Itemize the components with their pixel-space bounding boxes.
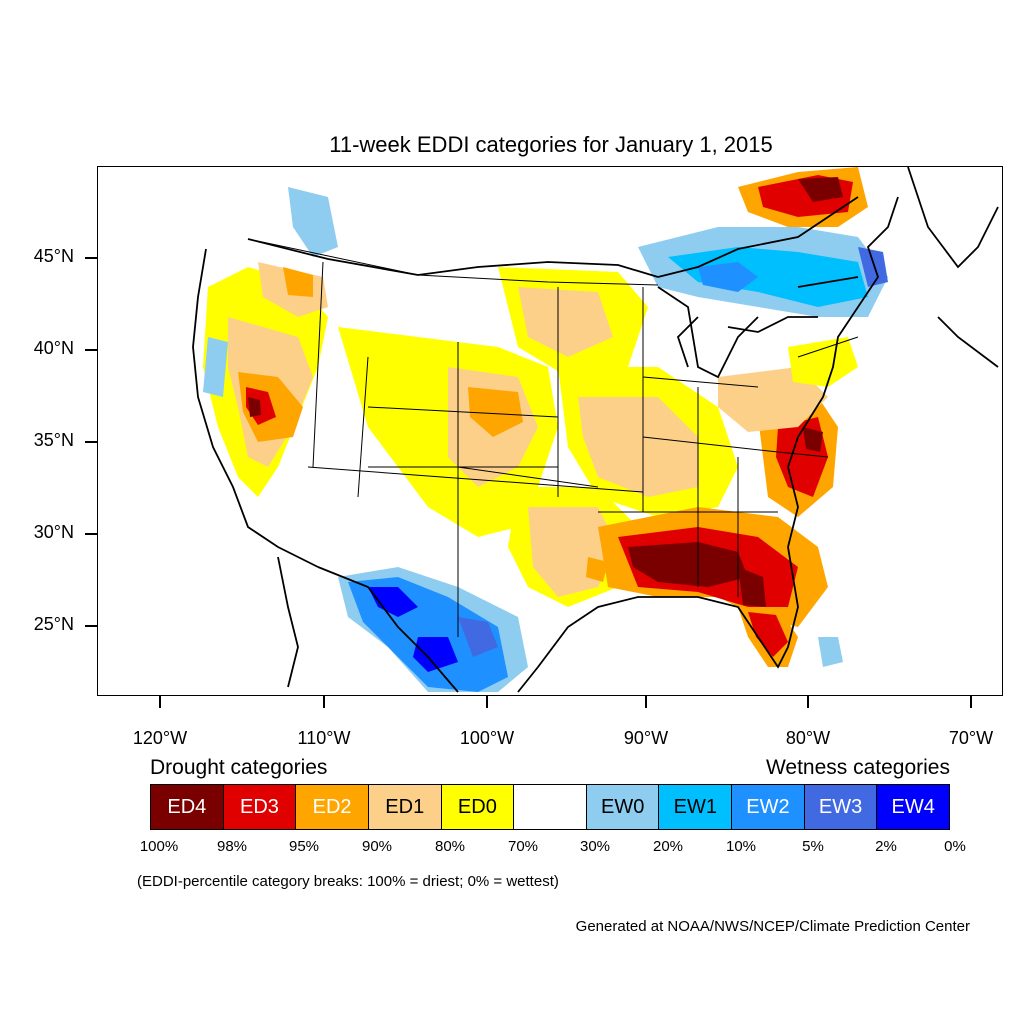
legend-cell-ed1: ED1: [368, 785, 442, 829]
x-tick-label: 70°W: [948, 728, 994, 748]
state-boundaries: [247, 238, 859, 637]
x-tick: [645, 696, 647, 708]
x-tick-label: 100°W: [459, 728, 515, 748]
y-tick: [85, 349, 97, 351]
us-map-drawing: [186, 167, 999, 693]
legend-cell-ed3: ED3: [223, 785, 297, 829]
wetness-heading: Wetness categories: [765, 756, 950, 779]
y-tick-label: 35°N: [33, 430, 74, 450]
x-tick: [486, 696, 488, 708]
legend-cell-ed0: ED0: [441, 785, 515, 829]
y-tick-label: 25°N: [33, 614, 74, 634]
x-tick: [323, 696, 325, 708]
break-label: 2%: [875, 838, 897, 855]
credit-line: Generated at NOAA/NWS/NCEP/Climate Predi…: [575, 918, 970, 935]
y-tick-label: 30°N: [33, 522, 74, 542]
break-label: 80%: [434, 838, 466, 855]
break-label: 100%: [139, 838, 179, 855]
break-label: 98%: [216, 838, 248, 855]
legend-cell-ew4: EW4: [877, 785, 950, 829]
x-tick-label: 90°W: [623, 728, 669, 748]
break-label: 70%: [507, 838, 539, 855]
category-note: (EDDI-percentile category breaks: 100% =…: [137, 873, 559, 890]
coastlines: [192, 167, 999, 693]
legend-cell-ew2: EW2: [732, 785, 805, 829]
x-tick-label: 110°W: [297, 728, 351, 748]
legend-cell-ew1: EW1: [659, 785, 733, 829]
drought-heading: Drought categories: [150, 756, 328, 779]
break-label: 0%: [944, 838, 966, 855]
x-tick: [807, 696, 809, 708]
break-label: 20%: [652, 838, 684, 855]
y-tick: [85, 257, 97, 259]
legend-cell-ed4: ED4: [151, 785, 224, 829]
x-tick-label: 80°W: [785, 728, 831, 748]
break-label: 10%: [725, 838, 757, 855]
y-tick: [85, 533, 97, 535]
y-tick-label: 45°N: [33, 246, 74, 266]
break-label: 5%: [802, 838, 824, 855]
legend-cell-ed2: ED2: [296, 785, 369, 829]
x-tick-label: 120°W: [132, 728, 188, 748]
y-tick: [85, 441, 97, 443]
break-label: 90%: [361, 838, 393, 855]
break-label: 95%: [288, 838, 320, 855]
y-tick: [85, 625, 97, 627]
x-tick: [159, 696, 161, 708]
legend-cell-neutral: [514, 785, 587, 829]
legend-cell-ew0: EW0: [586, 785, 660, 829]
break-label: 30%: [579, 838, 611, 855]
legend-cell-ew3: EW3: [804, 785, 878, 829]
eddi-map: [97, 166, 1003, 696]
map-title: 11-week EDDI categories for January 1, 2…: [329, 132, 773, 157]
legend-colorbar: ED4 ED3 ED2 ED1 ED0 EW0 EW1 EW2 EW3 EW4: [150, 784, 950, 830]
y-tick-label: 40°N: [33, 338, 74, 358]
x-tick: [970, 696, 972, 708]
eddi-regions: [203, 167, 888, 692]
